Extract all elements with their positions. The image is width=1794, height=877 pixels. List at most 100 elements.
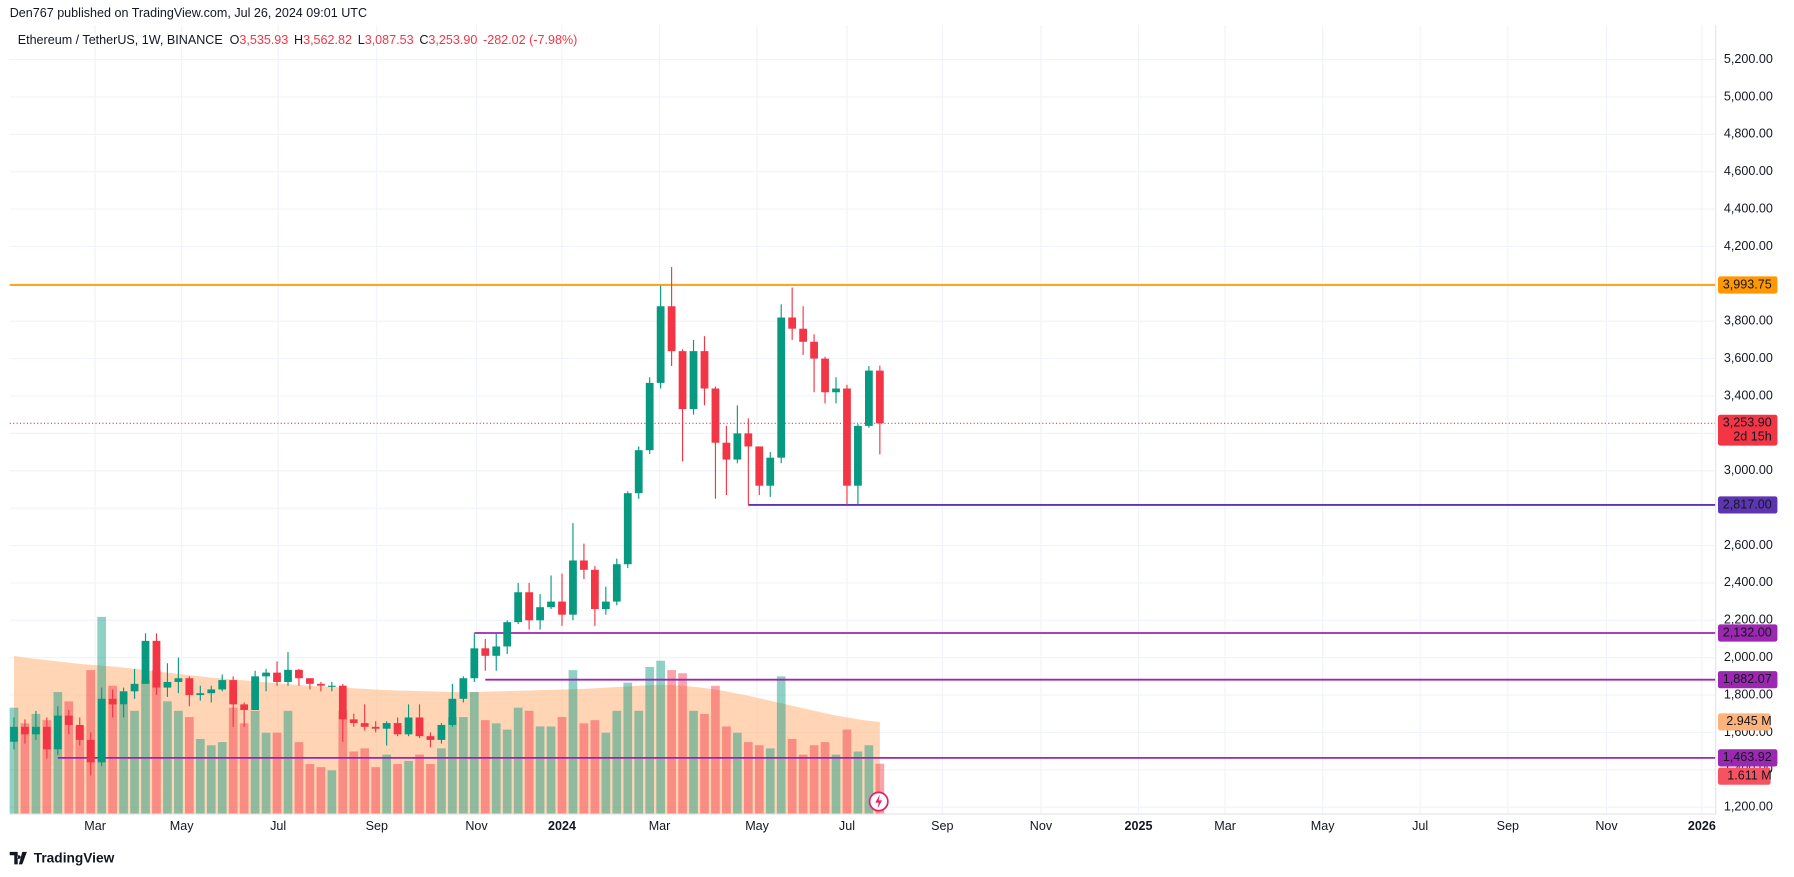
candle-body: [448, 698, 457, 725]
x-tick-label: Nov: [1595, 819, 1618, 833]
candle-body: [832, 388, 840, 393]
candle-body: [459, 678, 468, 699]
volume-bar: [524, 710, 534, 815]
x-tick-label: May: [1311, 819, 1335, 833]
candle-body: [349, 719, 358, 724]
volume-bar: [294, 742, 304, 815]
volume-bar: [678, 673, 687, 815]
candle-body: [53, 715, 62, 750]
volume-bar: [656, 660, 665, 815]
volume-bar: [228, 707, 238, 815]
volume-bar: [689, 710, 698, 815]
volume-pane: [9, 616, 885, 815]
candle-body: [865, 370, 873, 426]
candle-body: [492, 646, 501, 656]
x-tick-label: 2025: [1125, 819, 1153, 833]
volume-bar: [31, 713, 41, 815]
ohlc-value: 3,253.90: [428, 33, 477, 47]
candle-body: [196, 693, 205, 696]
candle-body: [470, 648, 479, 679]
y-tick-label: 4,800.00: [1724, 127, 1773, 141]
volume-bar: [667, 670, 676, 815]
x-tick-label: May: [170, 819, 194, 833]
y-tick-label: 2,200.00: [1724, 613, 1773, 627]
y-tick-label: 1,200.00: [1724, 800, 1773, 814]
candle-body: [10, 726, 18, 742]
candle-body: [590, 569, 599, 610]
candle-body: [766, 457, 775, 486]
brand: TradingView: [34, 850, 115, 865]
volume-bar: [853, 751, 863, 815]
y-tick-label: 4,400.00: [1724, 201, 1773, 215]
candle-body: [821, 358, 829, 393]
volume-bar: [535, 726, 545, 815]
price-label-box: [1717, 767, 1771, 785]
candle-body: [141, 640, 150, 684]
y-tick-label: 3,000.00: [1724, 463, 1773, 477]
x-tick-label: May: [745, 819, 769, 833]
candle-body: [404, 717, 413, 735]
x-tick-label: Mar: [1214, 819, 1236, 833]
candle-body: [229, 680, 238, 705]
volume-bar: [502, 729, 512, 815]
y-tick-label: 3,400.00: [1724, 388, 1773, 402]
volume-bar: [195, 738, 205, 815]
volume-bar: [250, 710, 260, 815]
candle-body: [32, 726, 40, 735]
candle-body: [393, 723, 402, 735]
volume-bar: [119, 704, 128, 815]
volume-bar: [513, 707, 523, 815]
ohlc-value: 3,087.53: [365, 33, 414, 47]
volume-bar: [174, 710, 183, 815]
price-label-box: [1717, 749, 1778, 767]
volume-bar: [360, 748, 370, 815]
candle-body: [251, 676, 259, 711]
price-label-box: [1717, 496, 1778, 514]
candle-body: [547, 601, 555, 608]
x-tick-label: Jul: [839, 819, 855, 833]
price-label-box: [1717, 414, 1778, 446]
candle-body: [634, 450, 643, 494]
x-tick-label: Sep: [366, 819, 388, 833]
volume-bar: [349, 751, 359, 815]
candle-body: [601, 601, 610, 610]
candle-body: [75, 724, 84, 740]
volume-bar: [864, 745, 874, 815]
volume-bar: [206, 745, 216, 815]
price-label-box: [1717, 671, 1778, 689]
candle-body: [689, 351, 698, 410]
volume-bar: [645, 666, 655, 815]
candle-body: [711, 388, 720, 443]
volume-bar: [426, 764, 435, 815]
candle-body: [97, 698, 106, 763]
volume-bar: [623, 682, 633, 815]
x-tick-label: 2026: [1688, 819, 1716, 833]
ohlc-key: H: [294, 33, 303, 47]
volume-bar: [141, 679, 150, 815]
volume-bar: [776, 676, 786, 815]
volume-bar: [798, 754, 808, 815]
volume-bar: [316, 767, 326, 815]
candle-body: [569, 560, 577, 615]
candle-body: [130, 683, 139, 692]
candle-body: [152, 640, 161, 688]
candle-body: [580, 560, 588, 570]
price-label-text: 2d 15h: [1733, 429, 1771, 443]
volume-bar: [809, 745, 819, 815]
volume-bar: [601, 732, 611, 815]
volume-bar: [634, 710, 644, 815]
candle-body: [722, 442, 731, 460]
volume-bar: [42, 720, 52, 815]
volume-bar: [711, 685, 720, 815]
candle-body: [338, 685, 347, 720]
candle-body: [108, 698, 117, 705]
price-label-box: [1717, 713, 1771, 731]
ohlc-key: O: [230, 33, 240, 47]
volume-bar: [217, 742, 227, 815]
candle-body: [843, 388, 851, 486]
candle-body: [667, 306, 676, 352]
candle-body: [536, 607, 544, 621]
candle-body: [415, 717, 424, 737]
price-label-box: [1717, 624, 1778, 642]
